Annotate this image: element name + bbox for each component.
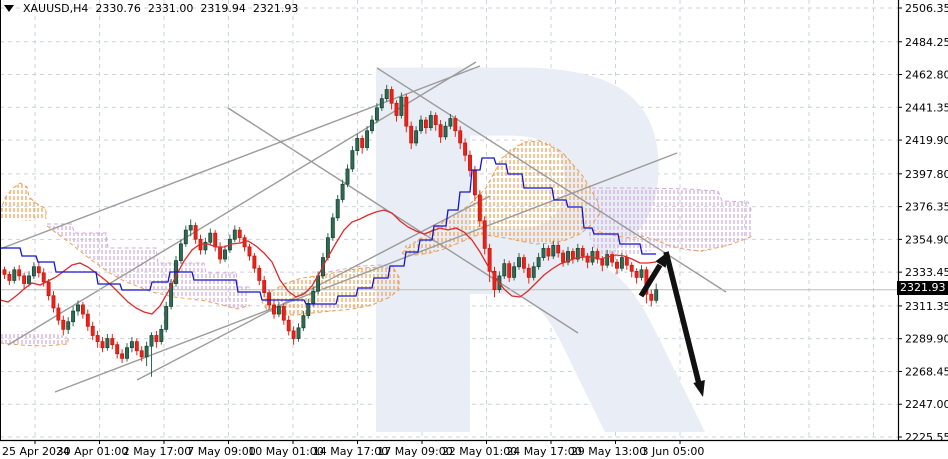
y-axis-label: 2506.35 [905, 2, 948, 15]
x-axis-label: 29 May 13:00 [571, 445, 646, 458]
y-axis-label: 2484.25 [905, 36, 948, 49]
x-axis-label: 25 Apr 2024 [2, 445, 70, 458]
ohlc-open: 2330.76 [95, 2, 141, 15]
y-axis-label: 2311.35 [905, 300, 948, 313]
x-axis-label: 24 May 17:00 [506, 445, 581, 458]
ohlc-close: 2321.93 [252, 2, 299, 15]
y-axis-label: 2289.90 [905, 333, 948, 346]
symbol-dropdown-icon[interactable] [4, 5, 14, 12]
ohlc-high: 2331.00 [147, 2, 194, 15]
x-axis-label: 14 May 17:00 [313, 445, 388, 458]
y-axis-label: 2268.45 [905, 365, 948, 378]
x-axis-label: 30 Apr 01:00 [57, 445, 129, 458]
x-axis-label: 3 Jun 05:00 [642, 445, 705, 458]
y-axis-label: 2354.90 [905, 233, 948, 246]
ohlc-low: 2319.94 [200, 2, 246, 15]
x-axis-label: 2 May 17:00 [123, 445, 191, 458]
x-axis-label: 17 May 09:00 [377, 445, 452, 458]
symbol-header: XAUUSD,H4 2330.76 2331.00 2319.94 2321.9… [4, 2, 298, 15]
x-axis-label: 22 May 01:00 [442, 445, 517, 458]
y-axis-label: 2225.55 [905, 431, 948, 444]
y-axis-label: 2397.80 [905, 168, 948, 181]
x-axis-label: 7 May 09:00 [187, 445, 255, 458]
y-axis-label: 2247.00 [905, 398, 948, 411]
current-price-badge: 2321.93 [897, 281, 948, 295]
symbol-title: XAUUSD,H4 [23, 2, 89, 15]
grid-lines [0, 0, 898, 440]
y-axis-label: 2419.90 [905, 134, 948, 147]
y-axis-label: 2441.35 [905, 101, 948, 114]
y-axis-label: 2462.80 [905, 69, 948, 82]
y-axis-label: 2333.45 [905, 266, 948, 279]
x-axis-label: 10 May 01:00 [248, 445, 323, 458]
ichimoku-cloud [0, 140, 753, 347]
kijun-sen-line [0, 157, 656, 305]
forecast-arrows[interactable] [638, 251, 705, 397]
y-axis-label: 2376.35 [905, 201, 948, 214]
